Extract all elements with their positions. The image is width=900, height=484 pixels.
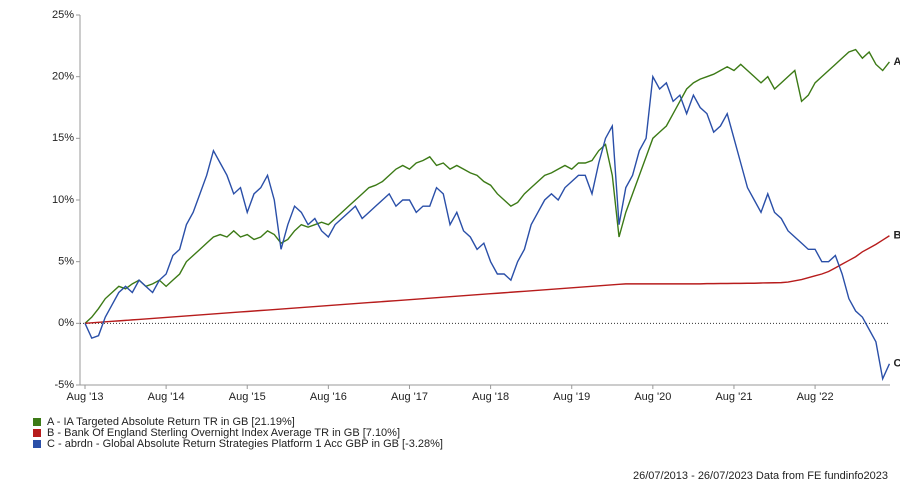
legend-label: C - abrdn - Global Absolute Return Strat… <box>47 438 443 450</box>
y-tick-label: 15% <box>52 132 74 144</box>
legend-label: B - Bank Of England Sterling Overnight I… <box>47 427 400 439</box>
legend-label: A - IA Targeted Absolute Return TR in GB… <box>47 416 295 428</box>
series-line <box>84 74 891 382</box>
y-tick-label: -5% <box>54 379 74 391</box>
legend-swatch <box>33 440 41 448</box>
x-tick-label: Aug '20 <box>634 391 671 403</box>
footer: 26/07/2013 - 26/07/2023 Data from FE fun… <box>633 470 888 482</box>
legend-swatch <box>33 429 41 437</box>
x-tick-label: Aug '17 <box>391 391 428 403</box>
x-tick-label: Aug '15 <box>229 391 266 403</box>
series-line <box>84 48 890 324</box>
x-tick-label: Aug '22 <box>797 391 834 403</box>
y-tick-label: 10% <box>52 194 74 206</box>
x-tick-label: Aug '19 <box>553 391 590 403</box>
series-line <box>84 235 890 325</box>
legend-swatch <box>33 418 41 426</box>
y-tick-label: 20% <box>52 71 74 83</box>
y-tick-label: 25% <box>52 9 74 21</box>
y-tick-label: 5% <box>58 256 74 268</box>
x-tick-label: Aug '21 <box>715 391 752 403</box>
y-tick-label: 0% <box>58 317 74 329</box>
end-label: B <box>893 230 900 242</box>
x-tick-label: Aug '14 <box>148 391 185 403</box>
x-tick-label: Aug '16 <box>310 391 347 403</box>
x-tick-label: Aug '13 <box>67 391 104 403</box>
end-label: A <box>893 56 900 68</box>
x-tick-label: Aug '18 <box>472 391 509 403</box>
end-label: C <box>893 358 900 370</box>
